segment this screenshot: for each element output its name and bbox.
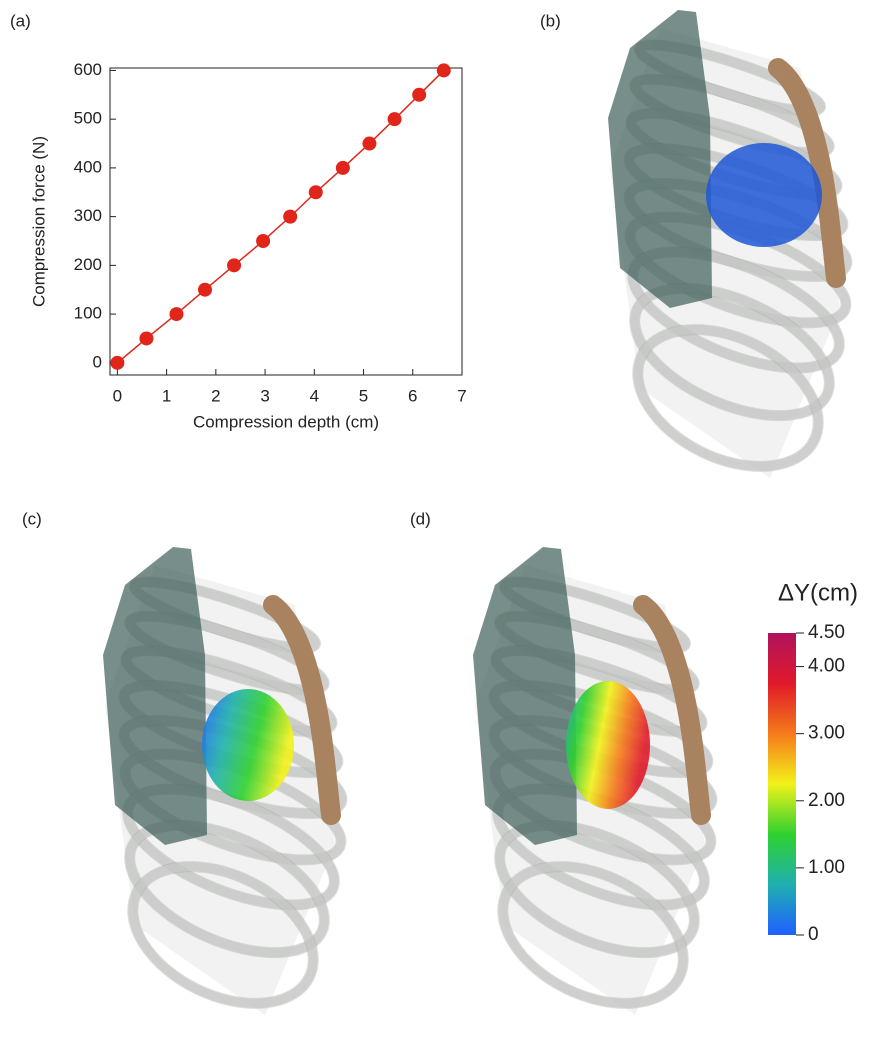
colorbar-tick-label: 4.00	[808, 656, 845, 677]
data-point	[227, 258, 241, 272]
colorbar-tick-label: 4.50	[808, 622, 845, 643]
data-point	[283, 210, 297, 224]
data-point	[169, 307, 183, 321]
ribcage-d	[473, 547, 723, 1031]
x-tick-label: 4	[310, 386, 319, 405]
data-point	[336, 161, 350, 175]
panel-label: (a)	[10, 11, 31, 30]
panel-label: (c)	[22, 509, 42, 528]
y-tick-label: 400	[74, 157, 102, 176]
x-axis-label: Compression depth (cm)	[193, 412, 379, 431]
x-tick-label: 3	[260, 386, 269, 405]
data-point	[388, 112, 402, 126]
colorbar-tick-label: 3.00	[808, 723, 845, 744]
x-tick-label: 7	[457, 386, 466, 405]
x-tick-label: 2	[211, 386, 220, 405]
data-point	[256, 234, 270, 248]
x-tick-label: 6	[408, 386, 417, 405]
figure: (a) (b) (c) (d) ΔY(cm) 01002003004005006…	[0, 0, 880, 1050]
panel-label: (d)	[410, 509, 431, 528]
y-tick-label: 0	[93, 352, 102, 371]
data-point	[309, 185, 323, 199]
data-point	[437, 63, 451, 77]
colorbar-tick-label: 0	[808, 924, 819, 945]
panel-label: (b)	[540, 11, 561, 30]
colorbar-tick-label: 1.00	[808, 857, 845, 878]
ribcage-b	[608, 10, 858, 494]
x-tick-label: 5	[359, 386, 368, 405]
x-tick-label: 1	[162, 386, 171, 405]
data-point	[139, 331, 153, 345]
y-tick-label: 200	[74, 255, 102, 274]
data-point	[412, 88, 426, 102]
colorbar-title: ΔY(cm)	[778, 579, 858, 606]
data-point	[198, 283, 212, 297]
y-axis-label: Compression force (N)	[29, 136, 48, 307]
y-tick-label: 300	[74, 206, 102, 225]
y-tick-label: 600	[74, 60, 102, 79]
colorbar	[768, 633, 796, 935]
data-point	[110, 356, 124, 370]
data-point	[362, 137, 376, 151]
y-tick-label: 100	[74, 304, 102, 323]
ribcage-c	[103, 547, 353, 1031]
y-tick-label: 500	[74, 109, 102, 128]
x-tick-label: 0	[113, 386, 122, 405]
colorbar-tick-label: 2.00	[808, 790, 845, 811]
